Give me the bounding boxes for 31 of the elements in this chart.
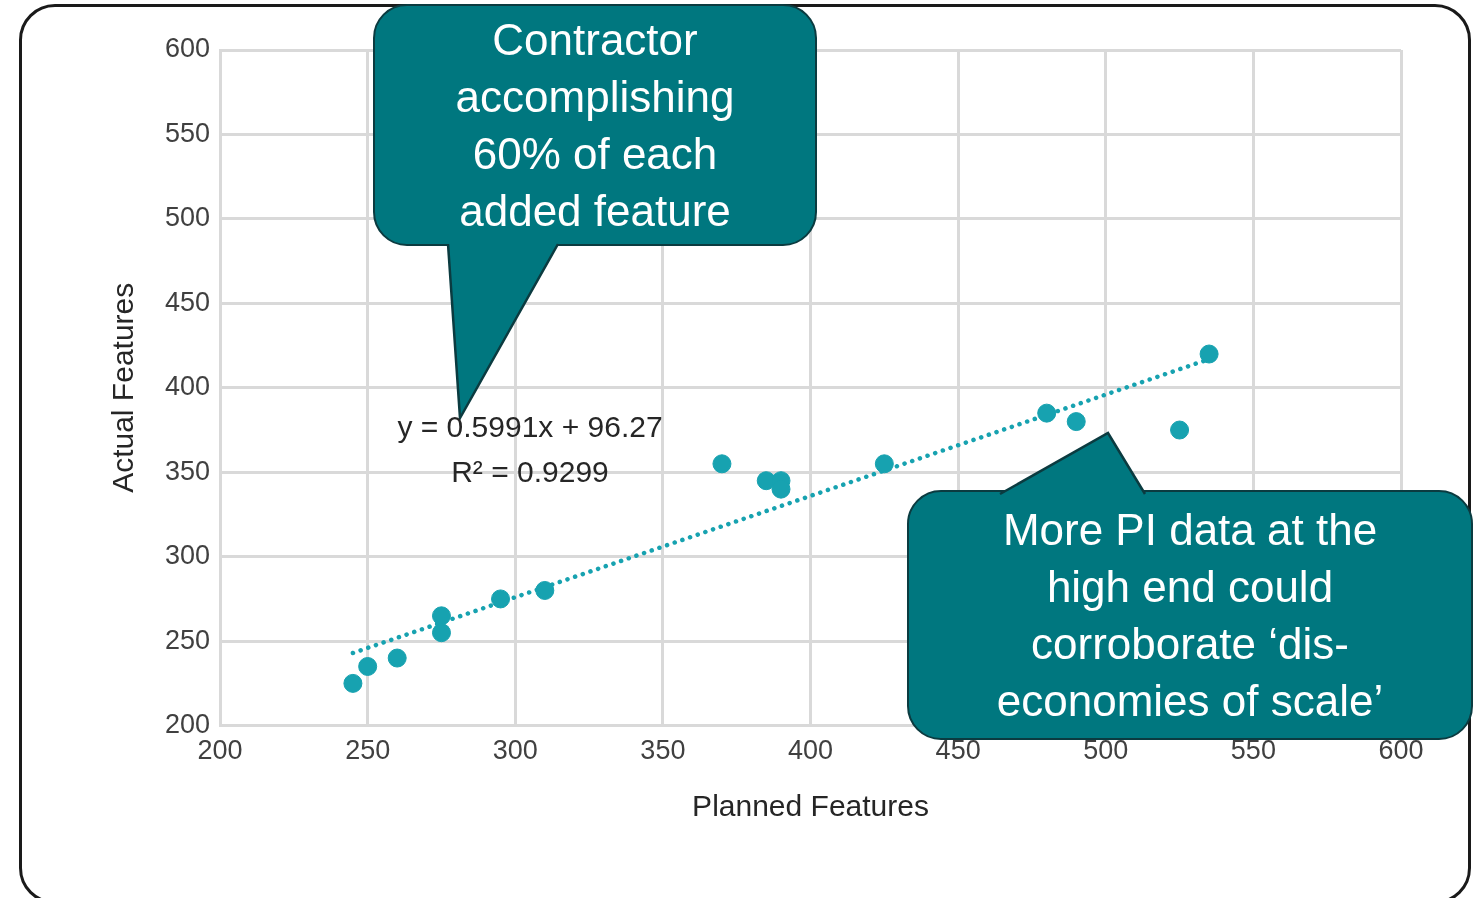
- point: [535, 580, 555, 600]
- y-tick-label: 350: [164, 455, 211, 486]
- y-axis-title: Actual Features: [106, 282, 140, 493]
- point: [431, 623, 451, 643]
- point: [1066, 412, 1086, 432]
- x-tick-label: 250: [345, 735, 391, 766]
- point: [712, 454, 732, 474]
- point: [874, 454, 894, 474]
- annotation: y = 0.5991x + 96.27: [396, 410, 664, 444]
- point: [431, 606, 451, 626]
- x-tick-label: 350: [640, 735, 686, 766]
- x-axis-title: Planned Features: [692, 789, 929, 823]
- y-tick-label: 400: [164, 371, 211, 402]
- annotation: R² = 0.9299: [450, 455, 610, 489]
- point: [358, 656, 378, 676]
- y-tick-label: 250: [164, 624, 211, 655]
- y-tick-label: 300: [164, 540, 211, 571]
- point: [343, 673, 363, 693]
- annotation: More PI data at the high end could corroborate ‘dis-economies of scale’: [995, 503, 1385, 728]
- point: [387, 648, 407, 668]
- point: [1037, 403, 1057, 423]
- point: [491, 589, 511, 609]
- point: [1199, 344, 1219, 364]
- annotation: Contractor accomplishing 60% of each added feature: [454, 13, 736, 238]
- y-tick-label: 450: [164, 286, 211, 317]
- x-tick-label: 400: [787, 735, 834, 766]
- point: [1170, 420, 1190, 440]
- y-tick-label: 550: [164, 117, 211, 148]
- y-tick-label: 500: [164, 202, 211, 233]
- x-tick-label: 300: [492, 735, 538, 766]
- y-tick-label: 600: [164, 33, 211, 64]
